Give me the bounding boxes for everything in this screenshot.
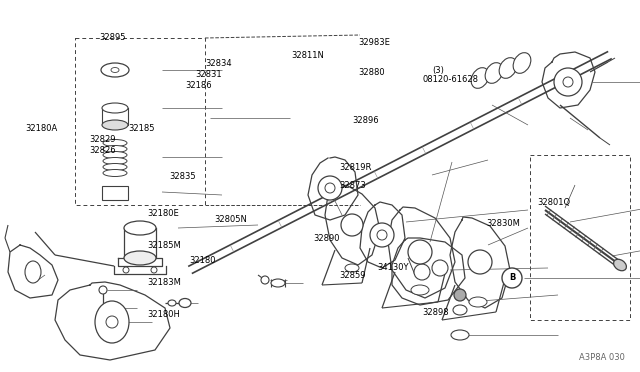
Text: 32819R: 32819R bbox=[339, 163, 372, 172]
Circle shape bbox=[414, 264, 430, 280]
Text: 08120-61628: 08120-61628 bbox=[422, 76, 479, 84]
Ellipse shape bbox=[513, 53, 531, 73]
Ellipse shape bbox=[124, 251, 156, 265]
Circle shape bbox=[563, 77, 573, 87]
Circle shape bbox=[325, 183, 335, 193]
Text: 32873: 32873 bbox=[339, 182, 366, 190]
Text: 32811N: 32811N bbox=[291, 51, 324, 60]
Text: 34130Y: 34130Y bbox=[378, 263, 409, 272]
Ellipse shape bbox=[345, 264, 359, 272]
Ellipse shape bbox=[25, 261, 41, 283]
Circle shape bbox=[123, 267, 129, 273]
Ellipse shape bbox=[451, 330, 469, 340]
Ellipse shape bbox=[469, 297, 487, 307]
Text: B: B bbox=[509, 273, 515, 282]
Ellipse shape bbox=[499, 58, 517, 78]
Text: A3P8A 030: A3P8A 030 bbox=[579, 353, 625, 362]
Circle shape bbox=[341, 214, 363, 236]
Text: 32834: 32834 bbox=[205, 59, 232, 68]
Text: 32983E: 32983E bbox=[358, 38, 390, 47]
Text: 32896: 32896 bbox=[352, 116, 379, 125]
Ellipse shape bbox=[95, 301, 129, 343]
FancyBboxPatch shape bbox=[102, 186, 128, 200]
Text: 32890: 32890 bbox=[314, 234, 340, 243]
Circle shape bbox=[261, 276, 269, 284]
Ellipse shape bbox=[101, 63, 129, 77]
Text: 32829: 32829 bbox=[90, 135, 116, 144]
Ellipse shape bbox=[168, 300, 176, 306]
Ellipse shape bbox=[471, 68, 489, 88]
Text: 32180: 32180 bbox=[189, 256, 215, 265]
Ellipse shape bbox=[102, 120, 128, 130]
Circle shape bbox=[318, 176, 342, 200]
Circle shape bbox=[377, 230, 387, 240]
Circle shape bbox=[468, 250, 492, 274]
Ellipse shape bbox=[271, 279, 285, 287]
Text: 32185: 32185 bbox=[128, 124, 154, 133]
Circle shape bbox=[100, 312, 106, 318]
Circle shape bbox=[106, 316, 118, 328]
Text: 32180A: 32180A bbox=[26, 124, 58, 133]
Text: 32185M: 32185M bbox=[147, 241, 181, 250]
Ellipse shape bbox=[103, 140, 127, 147]
Text: 32826: 32826 bbox=[90, 146, 116, 155]
Circle shape bbox=[370, 223, 394, 247]
Text: 32831: 32831 bbox=[195, 70, 222, 79]
Text: 32805N: 32805N bbox=[214, 215, 247, 224]
Ellipse shape bbox=[102, 103, 128, 113]
Text: 32835: 32835 bbox=[170, 172, 196, 181]
Ellipse shape bbox=[103, 151, 127, 158]
Circle shape bbox=[432, 260, 448, 276]
Text: 32180H: 32180H bbox=[147, 310, 180, 319]
Ellipse shape bbox=[453, 305, 467, 315]
Circle shape bbox=[502, 268, 522, 288]
Circle shape bbox=[99, 286, 107, 294]
Ellipse shape bbox=[103, 164, 127, 170]
Circle shape bbox=[408, 240, 432, 264]
Text: 32880: 32880 bbox=[358, 68, 385, 77]
Ellipse shape bbox=[103, 157, 127, 164]
Ellipse shape bbox=[124, 221, 156, 235]
Ellipse shape bbox=[103, 170, 127, 176]
Ellipse shape bbox=[485, 62, 503, 83]
Ellipse shape bbox=[179, 298, 191, 308]
Ellipse shape bbox=[614, 259, 627, 271]
Text: 32898: 32898 bbox=[422, 308, 449, 317]
Ellipse shape bbox=[103, 145, 127, 153]
Text: 32859: 32859 bbox=[339, 271, 365, 280]
Ellipse shape bbox=[111, 67, 119, 73]
Text: 32830M: 32830M bbox=[486, 219, 520, 228]
Text: 32801Q: 32801Q bbox=[538, 198, 571, 207]
Text: 32183M: 32183M bbox=[147, 278, 181, 287]
Circle shape bbox=[454, 289, 466, 301]
Text: (3): (3) bbox=[432, 66, 444, 75]
Circle shape bbox=[554, 68, 582, 96]
Circle shape bbox=[151, 267, 157, 273]
Text: 32180E: 32180E bbox=[147, 209, 179, 218]
Ellipse shape bbox=[411, 285, 429, 295]
Text: 32895: 32895 bbox=[99, 33, 125, 42]
Text: 32186: 32186 bbox=[186, 81, 212, 90]
